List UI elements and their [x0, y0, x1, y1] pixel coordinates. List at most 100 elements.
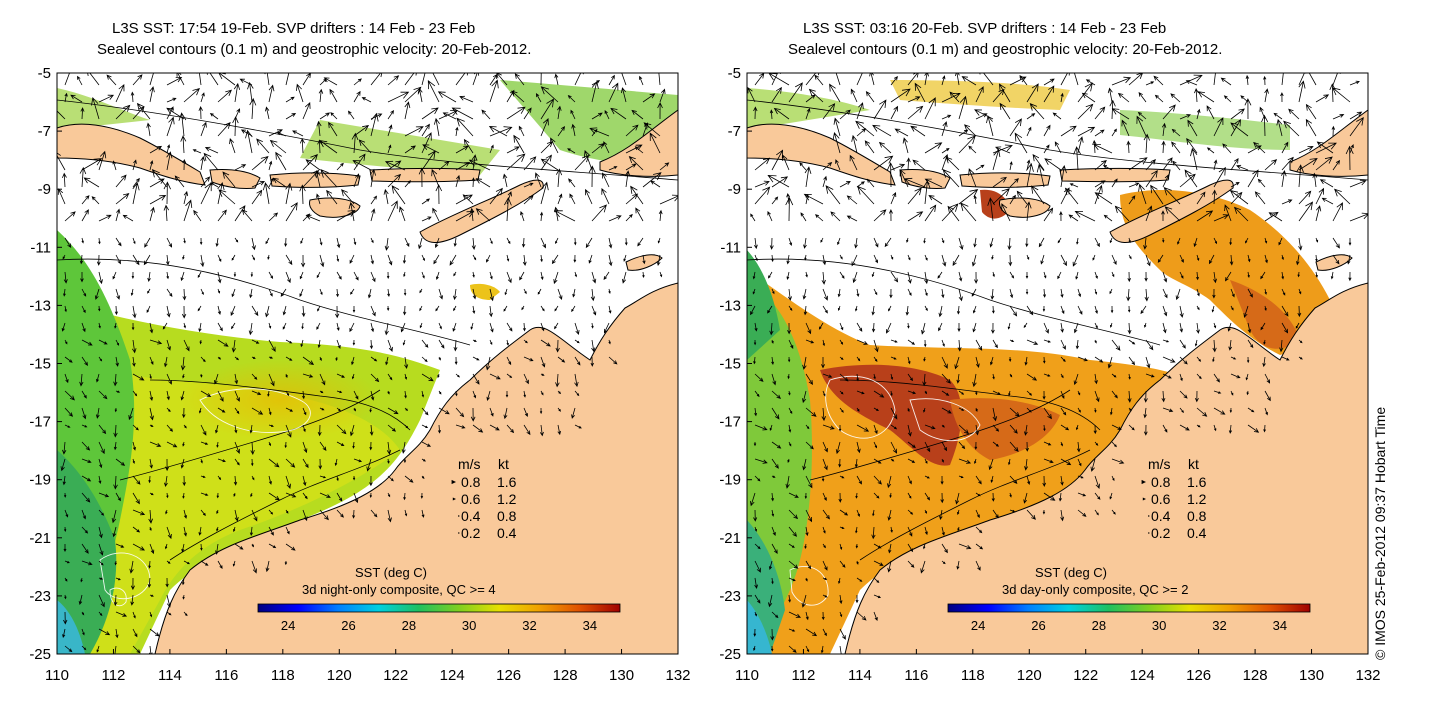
velocity-arrow	[1060, 441, 1063, 447]
velocity-arrow	[182, 492, 185, 499]
velocity-arrow	[182, 373, 185, 379]
velocity-arrow	[98, 509, 105, 516]
velocity-arrow	[907, 458, 916, 463]
velocity-arrow	[115, 628, 119, 639]
velocity-arrow	[402, 339, 406, 346]
velocity-arrow	[540, 339, 551, 347]
velocity-arrow	[452, 322, 457, 332]
velocity-arrow	[217, 458, 226, 463]
velocity-arrow	[183, 190, 189, 205]
velocity-arrow	[63, 544, 67, 552]
velocity-arrow	[890, 254, 894, 260]
velocity-arrow	[537, 288, 542, 295]
velocity-arrow	[64, 509, 69, 518]
colorbar-tick-label: 32	[1212, 618, 1226, 633]
velocity-arrow	[912, 159, 926, 171]
velocity-arrow	[217, 209, 227, 222]
velocity-arrow	[421, 216, 432, 222]
lat-tick-label: -21	[719, 530, 741, 547]
velocity-arrow	[1077, 458, 1082, 467]
velocity-arrow	[268, 339, 276, 353]
velocity-arrow	[166, 288, 173, 297]
legend-kt-value: 1.6	[497, 474, 517, 490]
velocity-arrow	[299, 184, 306, 205]
velocity-arrow	[924, 271, 929, 285]
velocity-arrow	[456, 117, 474, 137]
velocity-arrow	[149, 339, 163, 345]
velocity-arrow	[992, 424, 1000, 432]
velocity-arrow	[802, 458, 807, 471]
velocity-arrow	[231, 288, 236, 298]
velocity-arrow	[404, 101, 411, 120]
velocity-arrow	[1264, 237, 1268, 244]
velocity-arrow	[147, 288, 151, 294]
velocity-arrow	[1145, 159, 1156, 171]
velocity-arrow	[972, 305, 977, 314]
velocity-arrow	[453, 339, 458, 352]
velocity-arrow	[1145, 373, 1155, 378]
velocity-arrow	[958, 441, 966, 450]
velocity-arrow	[1262, 356, 1266, 368]
velocity-arrow	[854, 237, 858, 249]
velocity-arrow	[316, 193, 321, 205]
velocity-arrow	[568, 178, 576, 188]
legend-kt-value: 0.8	[1187, 508, 1207, 524]
velocity-arrow	[855, 120, 875, 137]
velocity-arrow	[81, 305, 86, 314]
velocity-arrow	[1230, 182, 1240, 188]
velocity-arrow	[941, 114, 952, 120]
velocity-arrow	[1060, 92, 1064, 103]
velocity-arrow	[265, 106, 270, 120]
velocity-arrow	[234, 441, 240, 454]
velocity-arrow	[924, 441, 931, 453]
velocity-arrow	[1186, 137, 1198, 154]
velocity-arrow	[276, 131, 287, 137]
velocity-arrow	[1092, 139, 1097, 154]
lat-tick-label: -17	[29, 414, 51, 431]
velocity-arrow	[132, 492, 140, 505]
velocity-arrow	[217, 560, 223, 570]
velocity-arrow	[1196, 254, 1200, 261]
velocity-arrow	[132, 254, 140, 266]
velocity-arrow	[608, 82, 619, 103]
velocity-arrow	[869, 73, 875, 86]
velocity-arrow	[265, 305, 270, 318]
velocity-arrow	[421, 424, 429, 428]
velocity-arrow	[1179, 254, 1184, 263]
velocity-arrow	[336, 162, 344, 171]
colorbar-subtitle: 3d day-only composite, QC >= 2	[1002, 582, 1188, 597]
velocity-arrow	[839, 611, 843, 618]
velocity-arrow	[535, 92, 542, 103]
velocity-arrow	[200, 543, 203, 551]
velocity-arrow	[62, 628, 66, 638]
velocity-arrow	[234, 509, 239, 522]
velocity-arrow	[1147, 532, 1150, 534]
velocity-arrow	[771, 339, 774, 344]
velocity-arrow	[232, 560, 236, 567]
velocity-arrow	[1044, 158, 1062, 171]
velocity-arrow	[165, 509, 168, 515]
velocity-arrow	[975, 560, 981, 571]
velocity-arrow	[404, 145, 416, 154]
velocity-arrow	[404, 237, 410, 248]
velocity-arrow	[200, 390, 212, 397]
velocity-arrow	[163, 181, 171, 205]
velocity-arrow	[336, 424, 347, 435]
velocity-arrow	[182, 158, 187, 171]
velocity-arrow	[1280, 92, 1284, 103]
velocity-arrow	[1229, 237, 1233, 246]
velocity-arrow	[1111, 458, 1125, 464]
velocity-arrow	[839, 254, 843, 260]
velocity-arrow	[839, 509, 849, 516]
velocity-arrow	[472, 254, 477, 261]
velocity-arrow	[1029, 103, 1045, 120]
velocity-arrow	[1298, 80, 1306, 103]
velocity-arrow	[81, 407, 87, 420]
velocity-arrow	[1068, 214, 1079, 222]
velocity-arrow	[437, 91, 457, 103]
lon-tick-label: 130	[1299, 667, 1324, 684]
velocity-arrow	[1213, 237, 1217, 245]
velocity-arrow	[1195, 271, 1199, 281]
velocity-arrow	[771, 373, 777, 386]
velocity-arrow	[148, 509, 153, 524]
